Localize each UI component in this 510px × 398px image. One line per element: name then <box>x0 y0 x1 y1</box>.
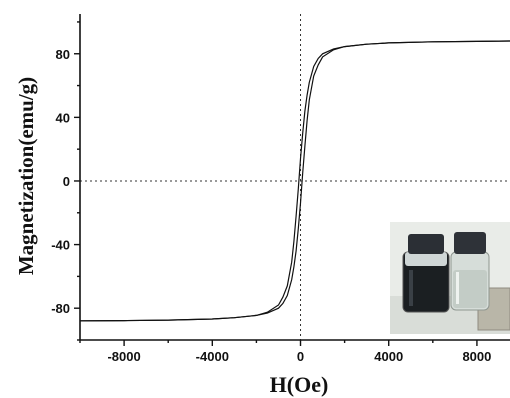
x-tick-label: 8000 <box>462 349 491 364</box>
y-tick-label: 0 <box>63 174 70 189</box>
zero-guides <box>80 14 510 340</box>
x-tick-label: 0 <box>297 349 304 364</box>
x-tick-label: 4000 <box>374 349 403 364</box>
dark-vial-glass-top <box>405 252 447 266</box>
y-tick-label: 40 <box>56 110 70 125</box>
clear-vial-cap <box>454 232 486 254</box>
x-tick-label: -8000 <box>107 349 140 364</box>
clear-vial-liquid <box>453 270 487 308</box>
dark-vial-highlight <box>409 270 413 306</box>
x-tick-label: -4000 <box>196 349 229 364</box>
axes <box>79 14 510 341</box>
y-ticks: -80 -40 0 40 80 <box>51 21 80 341</box>
x-axis-title: H(Oe) <box>270 372 329 397</box>
clear-vial-highlight <box>456 272 459 304</box>
dark-vial-cap <box>408 234 444 254</box>
x-ticks: -8000 -4000 0 4000 8000 <box>79 340 491 364</box>
inset-photo <box>390 222 510 334</box>
hysteresis-branch-ascending <box>79 40 510 322</box>
y-axis-title: Magnetization(emu/g) <box>14 77 38 275</box>
y-tick-label: -80 <box>51 301 70 316</box>
y-tick-label: -40 <box>51 238 70 253</box>
y-tick-label: 80 <box>56 47 70 62</box>
curve-layer <box>79 40 510 322</box>
